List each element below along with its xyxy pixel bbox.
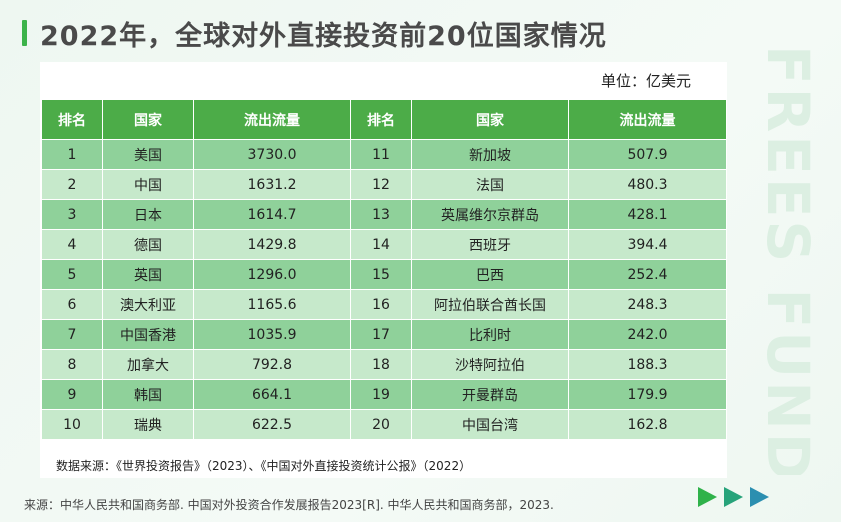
cell-flow-right: 179.9 <box>568 379 727 410</box>
cell-flow-right: 242.0 <box>568 319 727 350</box>
cell-country-right: 西班牙 <box>411 229 569 260</box>
cell-rank-right: 11 <box>350 139 412 170</box>
table-row: 7 中国香港 1035.9 17 比利时 242.0 <box>41 319 727 350</box>
play-arrow-shape <box>724 487 743 507</box>
cell-flow-right: 394.4 <box>568 229 727 260</box>
cell-flow-left: 3730.0 <box>193 139 351 170</box>
play-arrow-shape <box>750 487 769 507</box>
watermark: FREES FUND <box>754 45 822 475</box>
cell-rank-right: 17 <box>350 319 412 350</box>
cell-country-left: 中国 <box>102 169 194 200</box>
table-row: 5 英国 1296.0 15 巴西 252.4 <box>41 259 727 290</box>
table-card: 单位：亿美元 排名 国家 流出流量 排名 国家 流出流量 1 美国 3730.0 11… <box>40 62 727 478</box>
cell-country-left: 澳大利亚 <box>102 289 194 320</box>
cell-country-left: 德国 <box>102 229 194 260</box>
cell-rank-left: 4 <box>41 229 103 260</box>
play-arrow-icon <box>724 487 743 507</box>
cell-country-left: 加拿大 <box>102 349 194 380</box>
cell-country-right: 比利时 <box>411 319 569 350</box>
header-rank-right: 排名 <box>350 99 412 140</box>
table-row: 10 瑞典 622.5 20 中国台湾 162.8 <box>41 409 727 440</box>
cell-flow-left: 1165.6 <box>193 289 351 320</box>
table-row: 4 德国 1429.8 14 西班牙 394.4 <box>41 229 727 260</box>
cell-country-left: 美国 <box>102 139 194 170</box>
page-title: 2022年，全球对外直接投资前20位国家情况 <box>40 21 607 52</box>
play-arrow-shape <box>698 487 717 507</box>
cell-rank-right: 14 <box>350 229 412 260</box>
header-country-right: 国家 <box>411 99 569 140</box>
table-row: 1 美国 3730.0 11 新加坡 507.9 <box>41 139 727 170</box>
header-flow-right: 流出流量 <box>568 99 727 140</box>
cell-flow-right: 162.8 <box>568 409 727 440</box>
cell-flow-right: 188.3 <box>568 349 727 380</box>
source-citation: 来源：中华人民共和国商务部. 中国对外投资合作发展报告2023[R]. 中华人民… <box>24 498 554 512</box>
header-country-left: 国家 <box>102 99 194 140</box>
cell-rank-right: 12 <box>350 169 412 200</box>
cell-country-right: 开曼群岛 <box>411 379 569 410</box>
cell-rank-right: 18 <box>350 349 412 380</box>
play-arrow-icon <box>698 487 717 507</box>
data-source-note: 数据来源：《世界投资报告》（2023）、《中国对外直接投资统计公报》（2022） <box>56 459 472 473</box>
cell-flow-left: 1296.0 <box>193 259 351 290</box>
arrow-decoration <box>696 486 778 508</box>
cell-country-left: 日本 <box>102 199 194 230</box>
cell-rank-left: 9 <box>41 379 103 410</box>
cell-flow-left: 1429.8 <box>193 229 351 260</box>
cell-country-right: 新加坡 <box>411 139 569 170</box>
table-row: 6 澳大利亚 1165.6 16 阿拉伯联合酋长国 248.3 <box>41 289 727 320</box>
cell-flow-right: 252.4 <box>568 259 727 290</box>
table-header-row: 排名 国家 流出流量 排名 国家 流出流量 <box>41 99 727 140</box>
cell-country-right: 沙特阿拉伯 <box>411 349 569 380</box>
cell-rank-left: 5 <box>41 259 103 290</box>
cell-country-left: 英国 <box>102 259 194 290</box>
cell-rank-right: 20 <box>350 409 412 440</box>
cell-flow-right: 248.3 <box>568 289 727 320</box>
unit-label: 单位：亿美元 <box>600 72 691 90</box>
cell-rank-left: 8 <box>41 349 103 380</box>
cell-flow-right: 507.9 <box>568 139 727 170</box>
cell-country-left: 中国香港 <box>102 319 194 350</box>
cell-flow-right: 480.3 <box>568 169 727 200</box>
header-rank-left: 排名 <box>41 99 103 140</box>
table-row: 2 中国 1631.2 12 法国 480.3 <box>41 169 727 200</box>
cell-flow-left: 1614.7 <box>193 199 351 230</box>
cell-rank-left: 7 <box>41 319 103 350</box>
cell-rank-left: 3 <box>41 199 103 230</box>
cell-rank-right: 16 <box>350 289 412 320</box>
cell-country-left: 瑞典 <box>102 409 194 440</box>
cell-country-right: 英属维尔京群岛 <box>411 199 569 230</box>
cell-rank-right: 13 <box>350 199 412 230</box>
cell-rank-left: 2 <box>41 169 103 200</box>
cell-country-right: 中国台湾 <box>411 409 569 440</box>
cell-flow-right: 428.1 <box>568 199 727 230</box>
ranking-table: 排名 国家 流出流量 排名 国家 流出流量 1 美国 3730.0 11 新加坡 507.… <box>41 99 727 440</box>
cell-flow-left: 664.1 <box>193 379 351 410</box>
cell-country-left: 韩国 <box>102 379 194 410</box>
cell-rank-left: 1 <box>41 139 103 170</box>
cell-rank-left: 10 <box>41 409 103 440</box>
cell-country-right: 阿拉伯联合酋长国 <box>411 289 569 320</box>
cell-rank-right: 19 <box>350 379 412 410</box>
cell-country-right: 巴西 <box>411 259 569 290</box>
table-row: 8 加拿大 792.8 18 沙特阿拉伯 188.3 <box>41 349 727 380</box>
header-flow-left: 流出流量 <box>193 99 351 140</box>
cell-country-right: 法国 <box>411 169 569 200</box>
cell-flow-left: 1035.9 <box>193 319 351 350</box>
cell-flow-left: 1631.2 <box>193 169 351 200</box>
cell-rank-right: 15 <box>350 259 412 290</box>
cell-flow-left: 792.8 <box>193 349 351 380</box>
cell-rank-left: 6 <box>41 289 103 320</box>
table-row: 3 日本 1614.7 13 英属维尔京群岛 428.1 <box>41 199 727 230</box>
play-arrow-icon <box>750 487 769 507</box>
cell-flow-left: 622.5 <box>193 409 351 440</box>
table-row: 9 韩国 664.1 19 开曼群岛 179.9 <box>41 379 727 410</box>
title-accent-bar <box>22 20 27 46</box>
